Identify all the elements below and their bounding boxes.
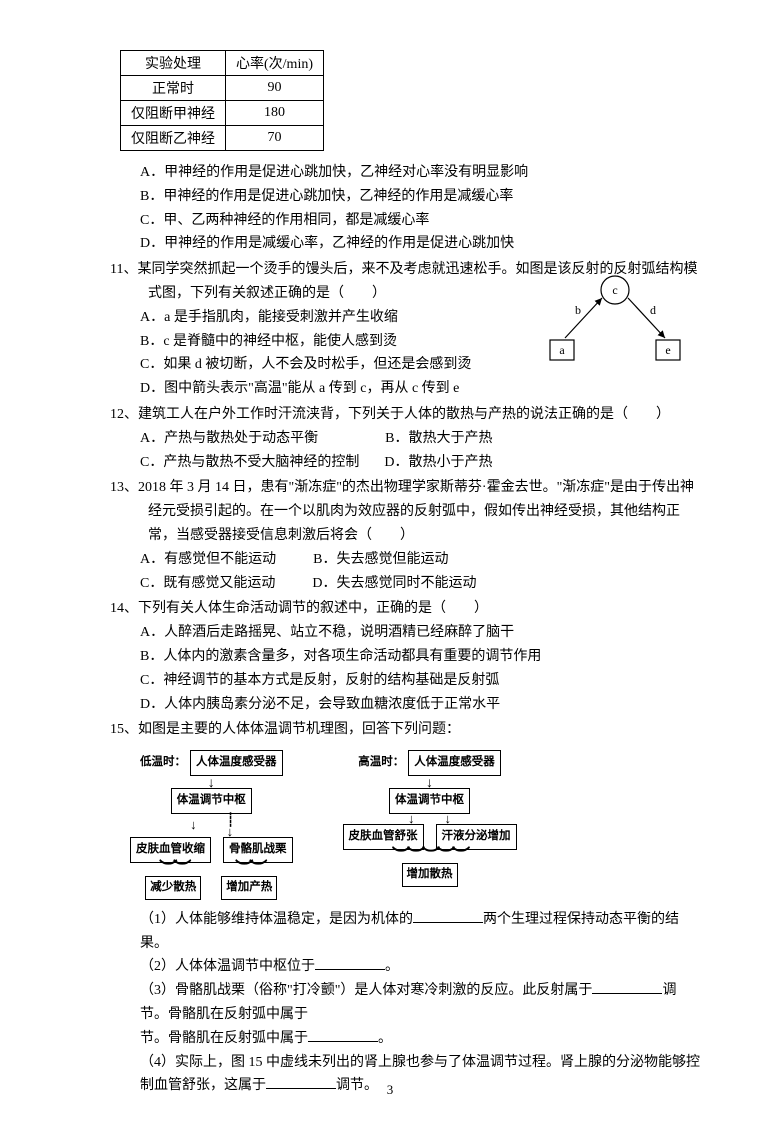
option-c: C．甲、乙两种神经的作用相同，都是减缓心率 [140,209,700,233]
split-arrows: ↓↓ [408,814,451,824]
q14-stem: 14、下列有关人体生命活动调节的叙述中，正确的是（ ） [110,597,700,621]
receptor-box: 人体温度感受器 [408,750,501,776]
brace-icon: ︶︶ [235,863,263,876]
center-box: 体温调节中枢 [171,788,252,814]
option-c: C．神经调节的基本方式是反射，反射的结构基础是反射弧 [140,669,700,693]
blank-input[interactable] [413,908,483,923]
option-b: B．甲神经的作用是促进心跳加快，乙神经的作用是减缓心率 [140,185,700,209]
blank-input[interactable] [315,955,385,970]
question-15: 15、如图是主要的人体体温调节机理图，回答下列问题： 低温时： 人体温度感受器 … [110,718,700,1098]
question-14: 14、下列有关人体生命活动调节的叙述中，正确的是（ ） A．人醉酒后走路摇晃、站… [110,597,700,716]
option-b: B．人体内的激素含量多，对各项生命活动都具有重要的调节作用 [140,645,700,669]
option-d: D．甲神经的作用是减缓心率，乙神经的作用是促进心跳加快 [140,232,700,256]
node-c-label: c [612,283,617,297]
q12-stem: 12、建筑工人在户外工作时汗流浃背，下列关于人体的散热与产热的说法正确的是（ ） [110,403,700,427]
option-c: C．产热与散热不受大脑神经的控制 [140,455,359,470]
option-d: D．失去感觉同时不能运动 [312,576,476,591]
table-cell: 90 [226,76,324,101]
option-a: A．人醉酒后走路摇晃、站立不稳，说明酒精已经麻醉了脑干 [140,621,700,645]
table-cell: 仅阻断甲神经 [121,101,226,126]
blank-input[interactable] [308,1027,378,1042]
option-d: D．图中箭头表示"高温"能从 a 传到 c，再从 c 传到 e [140,377,700,401]
hot-label: 高温时： [358,753,404,773]
split-arrows: ↓ ┊↓ [190,814,232,837]
table-cell: 仅阻断乙神经 [121,126,226,151]
table-cell: 70 [226,126,324,151]
q15-stem: 15、如图是主要的人体体温调节机理图，回答下列问题： [110,718,700,742]
dashed-arrow-icon: ┊↓ [227,814,233,837]
q15-sub3: （3）骨骼肌战栗（俗称"打冷颤"）是人体对寒冷刺激的反应。此反射属于调节。骨骼肌… [110,979,700,1050]
option-a: A．产热与散热处于动态平衡 [140,431,318,446]
arrow-down-icon: ↓ [208,776,215,789]
arrow-down-icon: ↓ [426,776,433,789]
cold-res2-box: 增加产热 [221,876,277,900]
cold-label: 低温时： [140,753,186,773]
question-13: 13、2018 年 3 月 14 日，患有"渐冻症"的杰出物理学家斯蒂芬·霍金去… [110,476,700,595]
hot-flowchart: 高温时： 人体温度感受器 ↓ 体温调节中枢 ↓↓ 皮肤血管舒张 汗液分泌增加 ︶… [343,750,517,900]
brace-icon: ︶︶ [159,863,187,876]
temperature-flowcharts: 低温时： 人体温度感受器 ↓ 体温调节中枢 ↓ ┊↓ 皮肤血管收缩 骨骼肌战栗 … [130,750,700,900]
node-e-label: e [665,343,670,357]
brace-icon: ︶︶︶︶︶ [392,850,467,863]
receptor-box: 人体温度感受器 [190,750,283,776]
option-c: C．既有感觉又能运动 [140,576,275,591]
table-header: 心率(次/min) [226,51,324,76]
option-d: D．散热小于产热 [384,455,492,470]
option-a: A．甲神经的作用是促进心跳加快，乙神经对心率没有明显影响 [140,161,700,185]
table-header: 实验处理 [121,51,226,76]
page-number: 3 [0,1082,780,1098]
heart-rate-table: 实验处理 心率(次/min) 正常时 90 仅阻断甲神经 180 仅阻断乙神经 … [120,50,324,151]
cold-res1-box: 减少散热 [145,876,201,900]
table-cell: 180 [226,101,324,126]
option-b: B．失去感觉但能运动 [313,552,448,567]
option-a: A．有感觉但不能运动 [140,552,276,567]
question-12: 12、建筑工人在户外工作时汗流浃背，下列关于人体的散热与产热的说法正确的是（ ）… [110,403,700,474]
q13-stem: 13、2018 年 3 月 14 日，患有"渐冻症"的杰出物理学家斯蒂芬·霍金去… [110,476,700,547]
option-d: D．人体内胰岛素分泌不足，会导致血糖浓度低于正常水平 [140,693,700,717]
center-box: 体温调节中枢 [389,788,470,814]
hot-res-box: 增加散热 [402,863,458,887]
edge-b-label: b [575,303,581,317]
reflex-arc-diagram: c a e b d [540,272,690,367]
cold-flowchart: 低温时： 人体温度感受器 ↓ 体温调节中枢 ↓ ┊↓ 皮肤血管收缩 骨骼肌战栗 … [130,750,293,900]
blank-input[interactable] [592,979,662,994]
option-b: B．散热大于产热 [385,431,492,446]
table-cell: 正常时 [121,76,226,101]
q10-options: A．甲神经的作用是促进心跳加快，乙神经对心率没有明显影响 B．甲神经的作用是促进… [140,161,700,256]
edge-d-label: d [650,303,656,317]
q15-sub2: （2）人体体温调节中枢位于。 [110,955,700,979]
q15-sub1: （1）人体能够维持体温稳定，是因为机体的两个生理过程保持动态平衡的结果。 [110,908,700,956]
node-a-label: a [559,343,565,357]
